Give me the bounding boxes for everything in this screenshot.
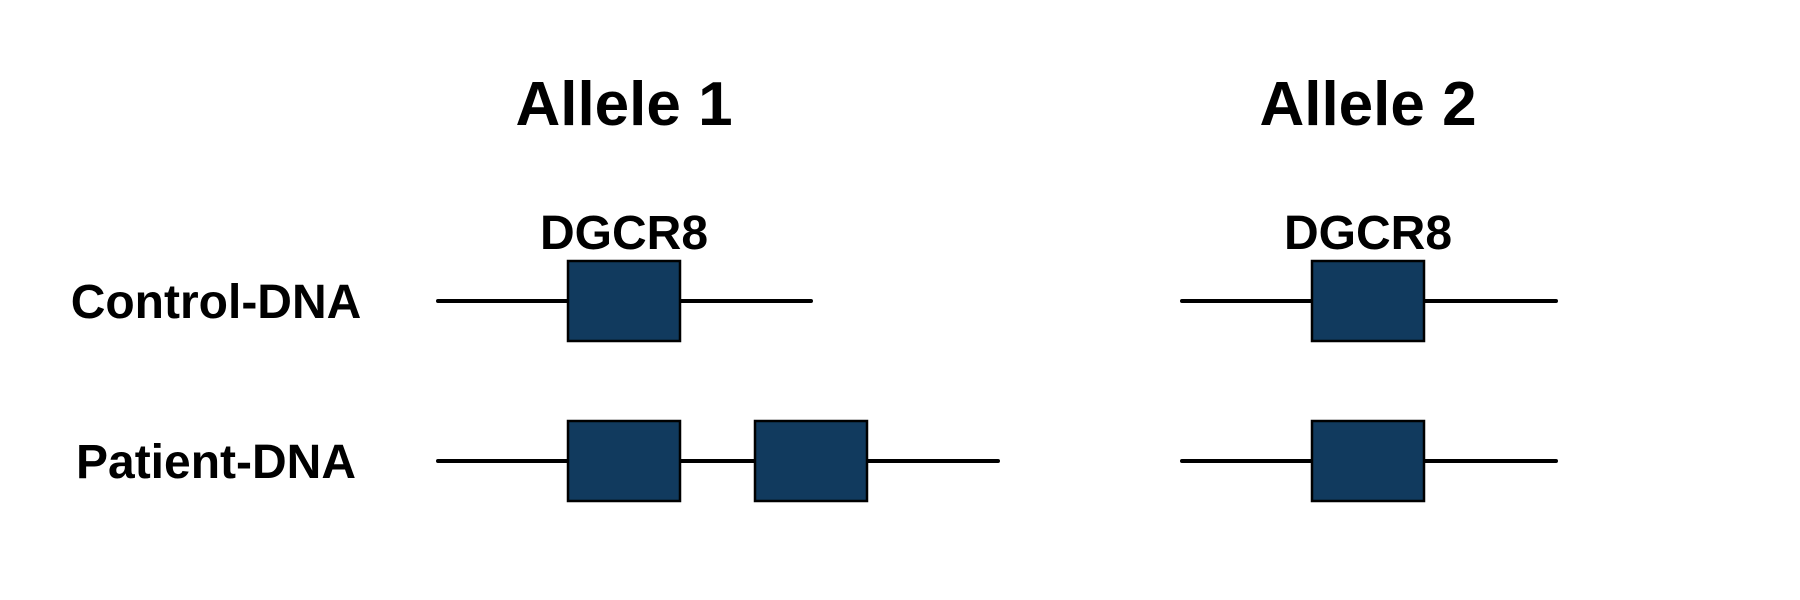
allele-1-title: Allele 1 [515,70,732,139]
control-allele-2-dgcr8-box [1310,259,1426,343]
patient-dna-label: Patient-DNA [76,436,356,489]
patient-allele-2-dgcr8-box [1310,419,1426,503]
control-dna-label: Control-DNA [71,276,362,329]
patient-allele-1-dgcr8-box-1 [566,419,682,503]
allele-2-title: Allele 2 [1259,70,1476,139]
allele-1-gene-label: DGCR8 [540,207,708,260]
patient-allele-1-track [436,419,1000,503]
control-allele-1-track [436,259,813,343]
allele-2-gene-label: DGCR8 [1284,207,1452,260]
control-allele-2-track [1180,259,1558,343]
patient-allele-2-track [1180,419,1558,503]
patient-allele-1-dgcr8-box-2 [753,419,869,503]
control-allele-1-dgcr8-box [566,259,682,343]
